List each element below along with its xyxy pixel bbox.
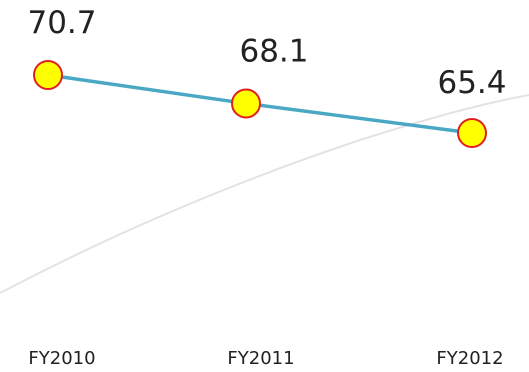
x-tick-label: FY2010 [28, 348, 95, 369]
data-point-marker [231, 88, 261, 119]
x-tick-label: FY2012 [436, 348, 503, 369]
data-labels: 70.7 68.1 65.4 [27, 5, 506, 101]
data-label: 68.1 [239, 33, 308, 69]
data-label: 70.7 [27, 5, 96, 41]
x-tick-label: FY2011 [227, 348, 294, 369]
data-point-marker [33, 60, 63, 90]
data-point-marker [457, 118, 487, 148]
background-curve [0, 94, 529, 294]
x-axis-tick-labels: FY2010 FY2011 FY2012 [28, 348, 503, 369]
markers [33, 60, 487, 148]
data-label: 65.4 [437, 65, 506, 101]
